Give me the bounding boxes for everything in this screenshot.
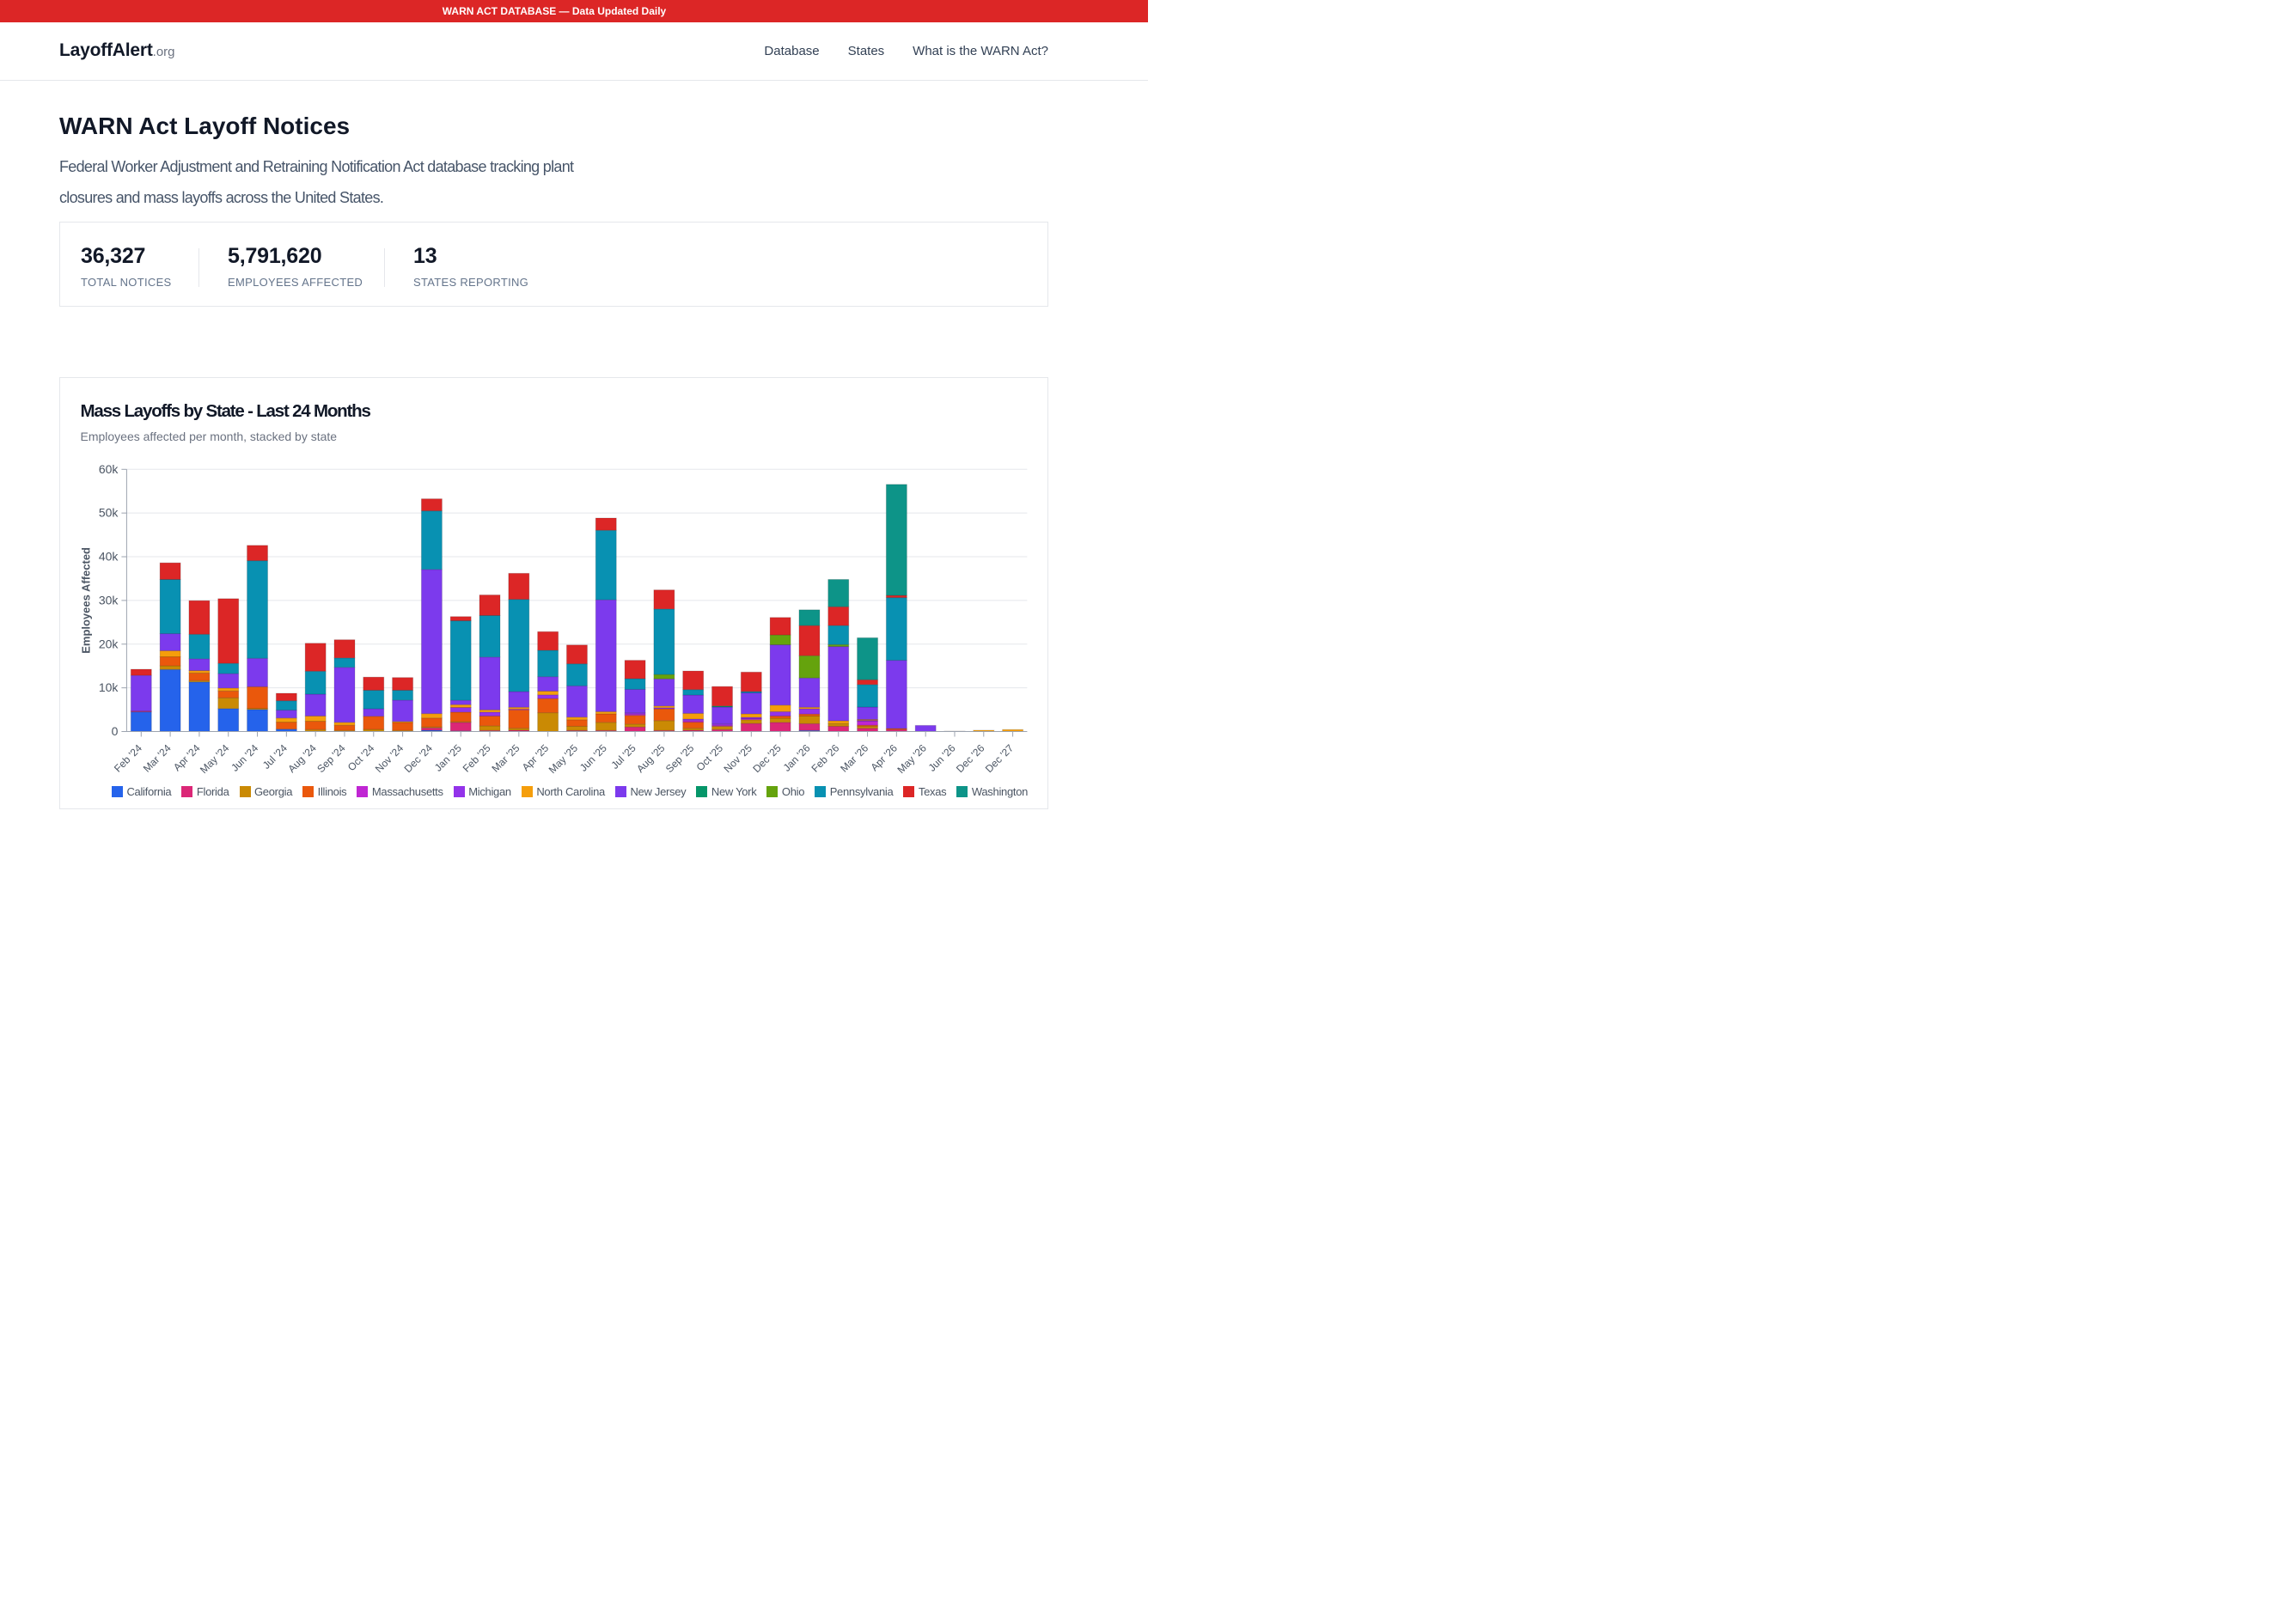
svg-text:Employees Affected: Employees Affected	[80, 547, 93, 654]
svg-text:May '25: May '25	[547, 742, 581, 777]
svg-text:10k: 10k	[99, 680, 119, 694]
svg-text:Feb '24: Feb '24	[112, 741, 144, 774]
svg-text:Mar '25: Mar '25	[490, 741, 522, 774]
svg-text:Mar '26: Mar '26	[838, 741, 870, 774]
svg-text:Jun '26: Jun '26	[926, 741, 958, 773]
svg-text:Nov '25: Nov '25	[722, 741, 755, 775]
svg-text:Dec '27: Dec '27	[983, 741, 1017, 775]
svg-text:Sep '25: Sep '25	[663, 741, 697, 775]
svg-text:Jan '26: Jan '26	[781, 741, 813, 773]
svg-text:Aug '25: Aug '25	[634, 741, 668, 775]
svg-text:Nov '24: Nov '24	[373, 741, 406, 775]
svg-text:40k: 40k	[99, 550, 119, 564]
svg-text:Jan '25: Jan '25	[432, 741, 464, 773]
svg-text:Dec '26: Dec '26	[954, 741, 987, 775]
svg-text:Oct '25: Oct '25	[694, 741, 726, 773]
svg-text:Dec '24: Dec '24	[402, 741, 436, 775]
svg-text:Oct '24: Oct '24	[345, 741, 377, 773]
svg-text:20k: 20k	[99, 637, 119, 650]
svg-text:Jun '24: Jun '24	[229, 741, 260, 773]
svg-text:0: 0	[112, 724, 119, 738]
svg-text:30k: 30k	[99, 593, 119, 607]
svg-text:Jun '25: Jun '25	[577, 741, 609, 773]
svg-text:50k: 50k	[99, 506, 119, 520]
svg-text:May '24: May '24	[198, 742, 232, 777]
svg-text:Feb '26: Feb '26	[809, 741, 841, 774]
svg-text:Sep '24: Sep '24	[314, 741, 348, 775]
svg-text:Dec '25: Dec '25	[750, 741, 784, 775]
svg-text:60k: 60k	[99, 462, 119, 476]
svg-text:May '26: May '26	[895, 742, 929, 777]
svg-text:Feb '25: Feb '25	[461, 741, 493, 774]
svg-text:Mar '24: Mar '24	[141, 741, 174, 774]
svg-text:Aug '24: Aug '24	[285, 741, 319, 775]
